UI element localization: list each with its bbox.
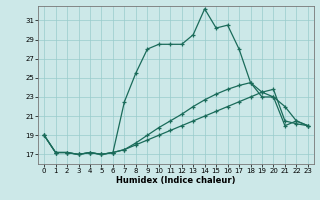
X-axis label: Humidex (Indice chaleur): Humidex (Indice chaleur): [116, 176, 236, 185]
